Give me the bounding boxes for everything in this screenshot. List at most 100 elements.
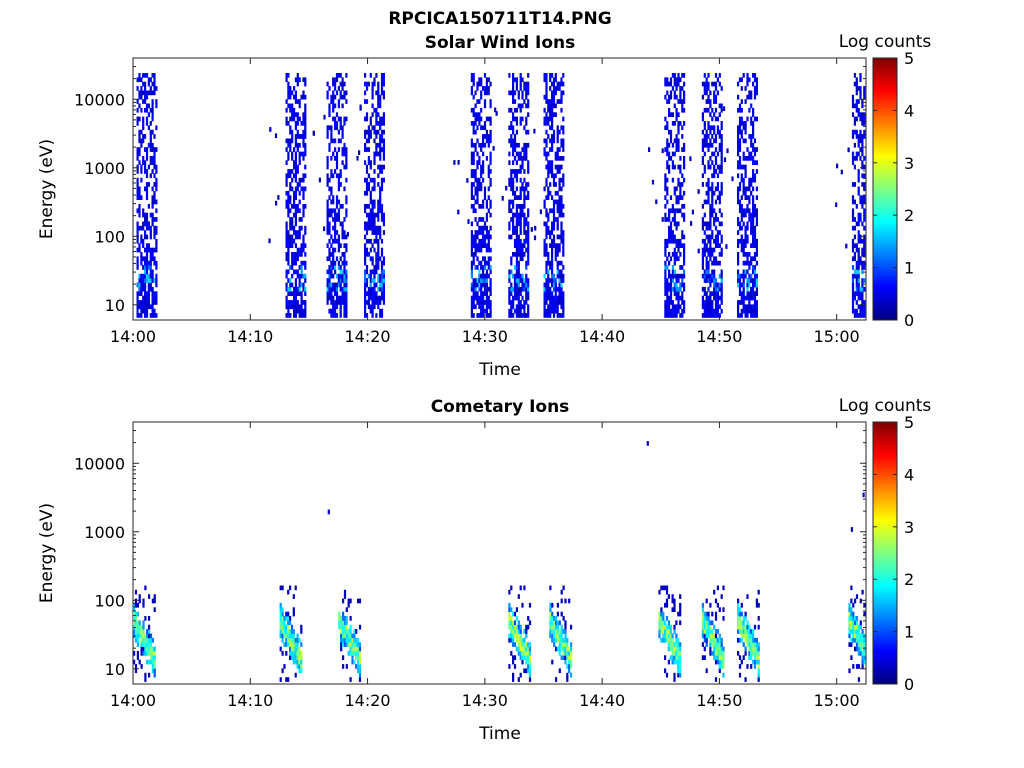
heatmap-cell [755,252,758,257]
heatmap-cell [701,160,704,165]
heatmap-cell [545,164,548,170]
heatmap-cell [487,238,490,244]
heatmap-cell [294,142,297,148]
heatmap-cell [667,642,670,647]
heatmap-cell [718,195,721,200]
heatmap-cell [705,291,708,296]
heatmap-cell [136,221,139,227]
heatmap-cell [341,129,344,135]
heatmap-cell [339,256,342,262]
heatmap-cell [738,186,742,192]
heatmap-cell [149,134,152,139]
heatmap-cell [851,256,855,262]
heatmap-cell [701,655,704,660]
heatmap-cell [753,177,757,183]
heatmap-cell [287,208,290,214]
heatmap-cell [476,125,479,131]
heatmap-cell [517,238,520,244]
heatmap-cell [679,620,682,626]
heatmap-cell [289,265,292,270]
heatmap-cell [515,247,518,253]
heatmap-cell [525,151,528,157]
heatmap-cell [365,81,369,87]
heatmap-cell [144,99,147,104]
heatmap-cell [326,256,329,262]
heatmap-cell [720,252,723,257]
heatmap-cell [148,629,151,634]
heatmap-cell [326,208,329,214]
heatmap-cell [671,300,674,305]
heatmap-cell [857,212,860,218]
heatmap-cell [683,247,686,253]
heatmap-cell [337,186,340,192]
heatmap-cell [353,651,356,656]
heatmap-cell [752,308,755,314]
heatmap-cell [669,94,673,100]
heatmap-cell [373,238,376,244]
heatmap-cell [293,291,296,296]
heatmap-cell [517,278,520,283]
heatmap-cell [703,107,706,113]
heatmap-cell [377,208,380,214]
heatmap-cell [742,624,745,630]
heatmap-cell [335,313,339,318]
heatmap-cell [752,221,755,227]
heatmap-cell [549,164,552,170]
heatmap-cell [547,160,550,165]
heatmap-cell [527,221,530,227]
heatmap-cell [482,243,485,248]
heatmap-cell [380,291,384,296]
heatmap-cell [857,151,860,157]
heatmap-cell [483,260,487,266]
heatmap-cell [138,282,141,288]
heatmap-cell [349,677,352,682]
heatmap-cell [380,260,384,266]
heatmap-cell [551,94,554,100]
heatmap-cell [480,304,483,310]
heatmap-cell [371,177,374,183]
heatmap-cell [281,607,284,612]
heatmap-cell [562,238,565,244]
heatmap-cell [480,238,483,244]
heatmap-cell [740,217,743,222]
heatmap-cell [345,73,348,78]
heatmap-cell [554,90,557,96]
heatmap-cell [289,616,292,621]
heatmap-cell [527,142,530,148]
heatmap-cell [375,147,378,152]
heatmap-cell [857,265,860,270]
heatmap-cell [545,295,548,301]
heatmap-cell [859,313,862,318]
heatmap-cell [554,256,557,262]
heatmap-cell [851,225,855,231]
heatmap-cell [523,204,526,209]
heatmap-cell [512,147,515,152]
heatmap-cell [291,169,294,174]
heatmap-cell [521,651,524,656]
heatmap-cell [528,602,532,608]
heatmap-cell [558,620,561,626]
heatmap-cell [151,655,154,660]
heatmap-cell [140,86,143,91]
heatmap-cell [155,278,158,283]
heatmap-cell [666,160,669,165]
heatmap-cell [474,199,477,205]
heatmap-cell [291,129,294,135]
heatmap-cell [347,602,350,608]
heatmap-cell [740,624,743,630]
heatmap-cell [367,160,370,165]
heatmap-cell [375,291,378,296]
heatmap-cell [543,221,546,227]
heatmap-cell [675,273,678,279]
heatmap-cell [379,116,382,122]
heatmap-cell [151,273,154,279]
heatmap-cell [290,629,294,634]
heatmap-cell [379,295,382,301]
heatmap-cell [673,212,676,218]
heatmap-cell [521,247,524,253]
heatmap-cell [551,107,554,113]
heatmap-cell [753,238,757,244]
heatmap-cell [330,300,333,305]
heatmap-cell [863,90,866,96]
heatmap-cell [701,256,704,262]
